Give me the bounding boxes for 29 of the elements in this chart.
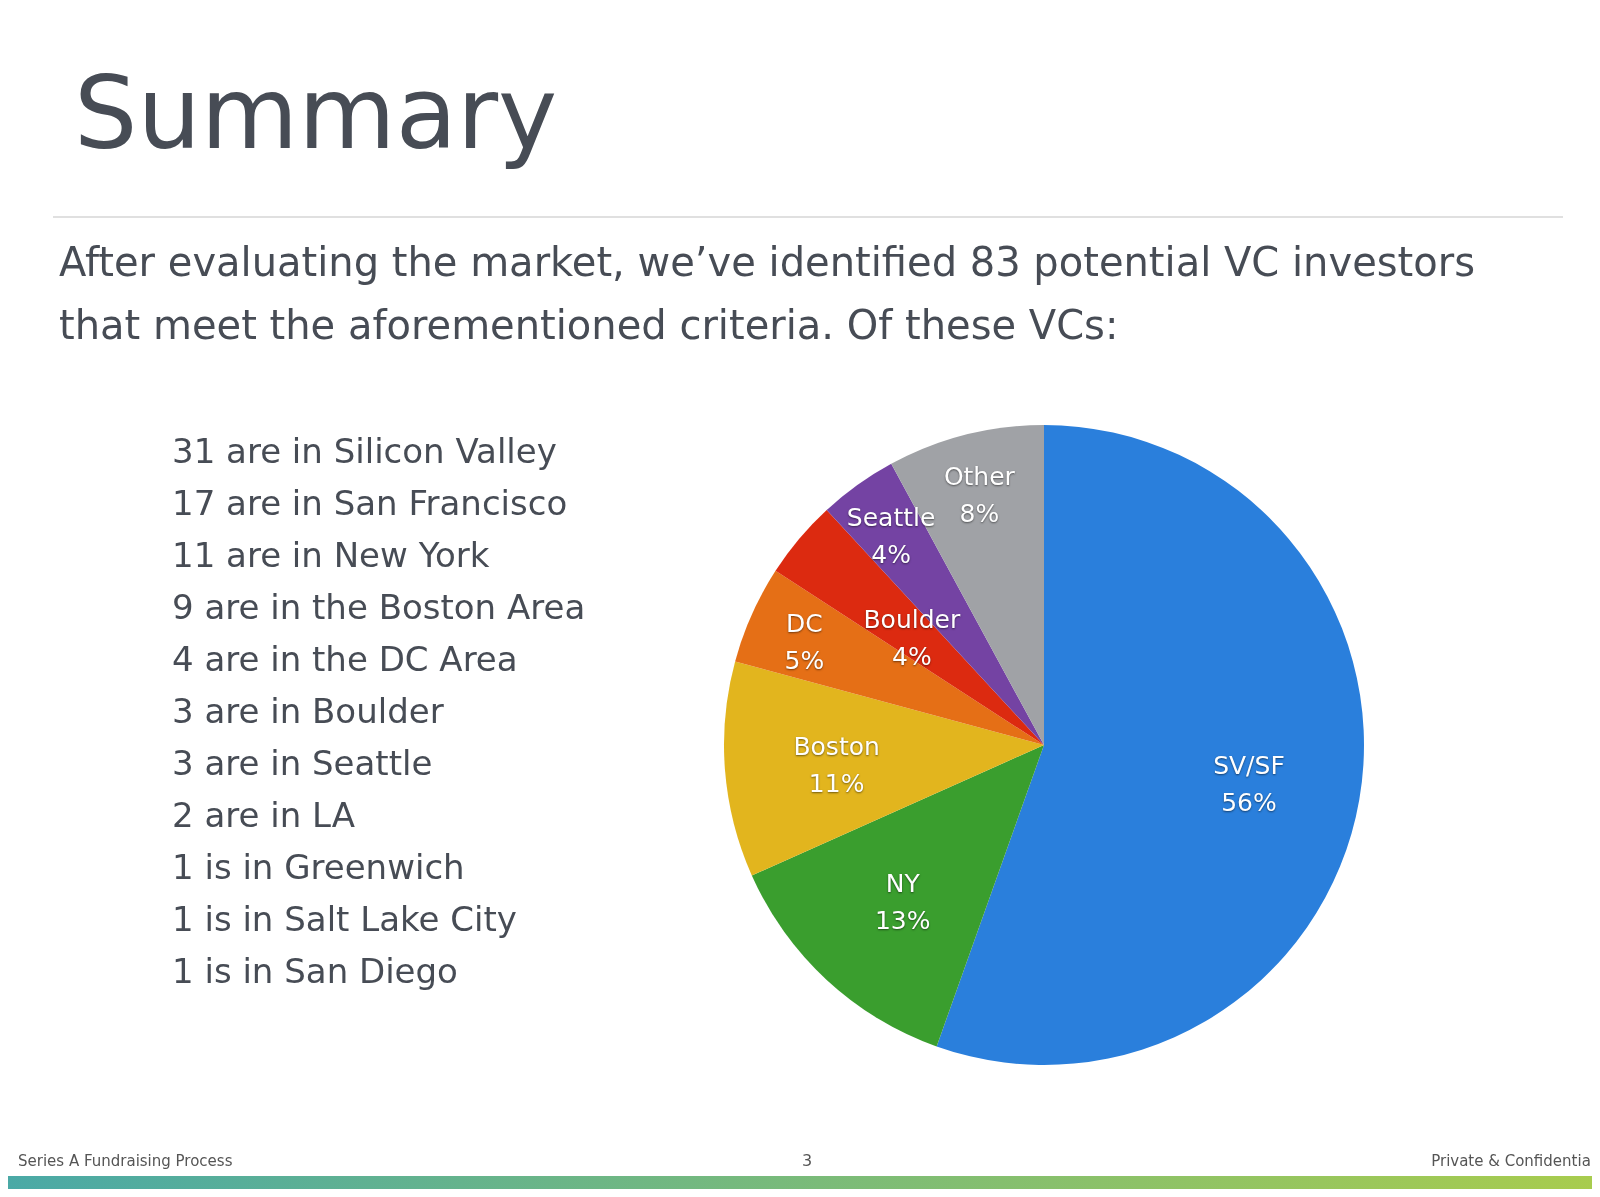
data-label: 13% xyxy=(874,905,931,935)
data-label: 5% xyxy=(784,646,825,676)
data-label: 8% xyxy=(959,498,1000,528)
text: 1 is in Greenwich xyxy=(172,847,465,887)
slice-label: SV/SF xyxy=(1213,751,1285,781)
chart-subtitle: After evaluating the market, we’ve identified 83 potential VC investors that meet the aforementioned criteria. Of these VCs: xyxy=(59,239,1476,348)
slice-label: Boston xyxy=(793,732,880,762)
text: 31 are in Silicon Valley xyxy=(172,431,557,471)
text: 1 is in Salt Lake City xyxy=(172,899,517,939)
slice-label: DC xyxy=(786,609,823,639)
text: 2 are in LA xyxy=(172,795,356,835)
slice-label: NY xyxy=(885,868,921,898)
text: Series A Fundraising Process xyxy=(18,1152,233,1170)
text: 3 are in Seattle xyxy=(172,743,433,783)
data-label: 4% xyxy=(871,539,911,569)
text: 9 are in the Boston Area xyxy=(172,587,586,627)
data-label: 56% xyxy=(1221,788,1277,818)
data-label: 11% xyxy=(808,769,865,799)
slice-label: Other xyxy=(943,461,1016,491)
text: Private & Confidential xyxy=(1431,1152,1595,1170)
text: 11 are in New York xyxy=(172,535,490,575)
text: 1 is in San Diego xyxy=(172,951,458,991)
data-label: 4% xyxy=(891,641,932,671)
slice-label: Seattle xyxy=(846,502,936,532)
text: 3 xyxy=(801,1151,813,1170)
chart-title: Summary xyxy=(74,55,558,172)
text: 17 are in San Francisco xyxy=(172,483,568,523)
text: 3 are in Boulder xyxy=(172,691,444,731)
text: 4 are in the DC Area xyxy=(172,639,518,679)
